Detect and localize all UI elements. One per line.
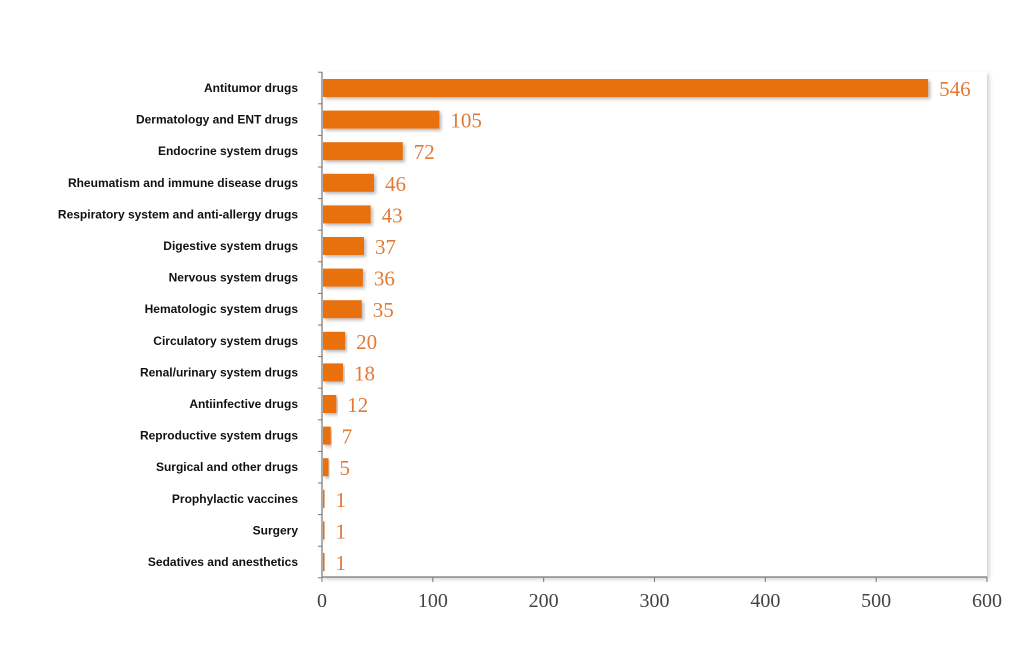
category-label-0: Antitumor drugs [204, 81, 298, 95]
category-label-9: Renal/urinary system drugs [140, 365, 298, 379]
value-label-9: 18 [354, 361, 375, 385]
bar-1 [323, 110, 440, 129]
value-label-0: 546 [939, 77, 971, 101]
bar-9 [323, 363, 343, 382]
axes: 0 100 200 300 400 500 600 [317, 71, 1002, 612]
plot-area [322, 72, 987, 577]
x-tick-label-5: 500 [861, 590, 891, 612]
category-label-8: Circulatory system drugs [153, 334, 298, 348]
bar-12 [323, 458, 329, 477]
value-label-4: 43 [382, 203, 403, 227]
bar-4 [323, 205, 371, 224]
value-label-6: 36 [374, 267, 395, 291]
bar-5 [323, 237, 365, 255]
category-label-1: Dermatology and ENT drugs [136, 113, 298, 127]
value-label-13: 1 [336, 488, 347, 512]
category-label-13: Prophylactic vaccines [172, 492, 298, 506]
x-tick-label-6: 600 [972, 590, 1002, 612]
category-label-14: Surgery [253, 523, 299, 537]
plot-background [322, 72, 987, 577]
x-tick-label-1: 100 [418, 590, 448, 612]
bars-group [323, 79, 929, 571]
category-label-5: Digestive system drugs [163, 239, 298, 253]
category-label-15: Sedatives and anesthetics [148, 555, 298, 569]
value-label-10: 12 [347, 393, 368, 417]
category-label-7: Hematologic system drugs [145, 302, 299, 316]
x-tick-label-2: 200 [529, 590, 559, 612]
category-label-2: Endocrine system drugs [158, 144, 298, 158]
category-label-6: Nervous system drugs [169, 271, 299, 285]
category-label-10: Antiinfective drugs [189, 397, 298, 411]
value-label-12: 5 [340, 456, 351, 480]
x-tick-label-0: 0 [317, 590, 327, 612]
category-label-3: Rheumatism and immune disease drugs [68, 176, 298, 190]
value-label-14: 1 [336, 519, 347, 543]
value-label-11: 7 [342, 425, 353, 449]
value-label-15: 1 [336, 551, 347, 575]
bar-7 [323, 300, 362, 319]
bar-0 [323, 79, 929, 97]
x-tick-label-4: 400 [750, 590, 780, 612]
category-labels: Antitumor drugs Dermatology and ENT drugs… [58, 81, 298, 569]
value-label-8: 20 [356, 330, 377, 354]
category-label-12: Surgical and other drugs [156, 460, 298, 474]
bar-6 [323, 268, 363, 287]
bar-8 [323, 331, 346, 350]
category-label-4: Respiratory system and anti-allergy drug… [58, 207, 298, 221]
value-labels: 546 105 72 46 43 37 36 35 20 18 12 7 5 1 1 1 [336, 77, 971, 575]
value-label-7: 35 [373, 298, 394, 322]
bar-13 [323, 489, 325, 508]
bar-14 [323, 521, 325, 540]
value-label-3: 46 [385, 172, 406, 196]
value-label-1: 105 [450, 109, 482, 133]
value-label-5: 37 [375, 235, 396, 259]
x-tick-label-3: 300 [640, 590, 670, 612]
bar-3 [323, 173, 374, 192]
bar-2 [323, 142, 403, 161]
category-label-11: Reproductive system drugs [140, 429, 298, 443]
bar-10 [323, 395, 337, 413]
bar-11 [323, 426, 331, 445]
value-label-2: 72 [414, 140, 435, 164]
bar-15 [323, 553, 325, 571]
